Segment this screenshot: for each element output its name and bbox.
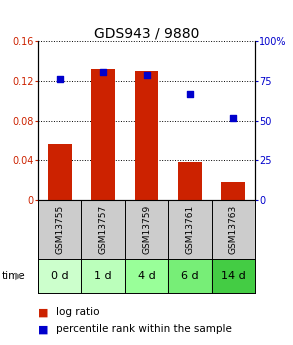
Bar xyxy=(48,144,72,200)
Bar xyxy=(221,182,245,200)
Bar xyxy=(168,259,212,293)
Point xyxy=(57,77,62,82)
Bar xyxy=(125,259,168,293)
Title: GDS943 / 9880: GDS943 / 9880 xyxy=(94,26,199,40)
Text: ▶: ▶ xyxy=(15,271,23,281)
Text: GSM13763: GSM13763 xyxy=(229,205,238,254)
Bar xyxy=(91,69,115,200)
Text: ■: ■ xyxy=(38,325,49,334)
Text: ■: ■ xyxy=(38,307,49,317)
Text: log ratio: log ratio xyxy=(56,307,99,317)
Bar xyxy=(38,259,81,293)
Text: 0 d: 0 d xyxy=(51,271,69,281)
Point xyxy=(101,69,105,74)
Text: 1 d: 1 d xyxy=(94,271,112,281)
Text: time: time xyxy=(1,271,25,281)
Point xyxy=(188,91,192,97)
Text: 4 d: 4 d xyxy=(138,271,155,281)
Text: percentile rank within the sample: percentile rank within the sample xyxy=(56,325,231,334)
Bar xyxy=(178,162,202,200)
Text: GSM13759: GSM13759 xyxy=(142,205,151,254)
Point xyxy=(231,115,236,120)
Text: 6 d: 6 d xyxy=(181,271,199,281)
Point xyxy=(144,72,149,78)
Bar xyxy=(81,259,125,293)
Text: 14 d: 14 d xyxy=(221,271,246,281)
Bar xyxy=(134,71,159,200)
Text: GSM13757: GSM13757 xyxy=(99,205,108,254)
Bar xyxy=(212,259,255,293)
Text: GSM13761: GSM13761 xyxy=(185,205,194,254)
Text: GSM13755: GSM13755 xyxy=(55,205,64,254)
